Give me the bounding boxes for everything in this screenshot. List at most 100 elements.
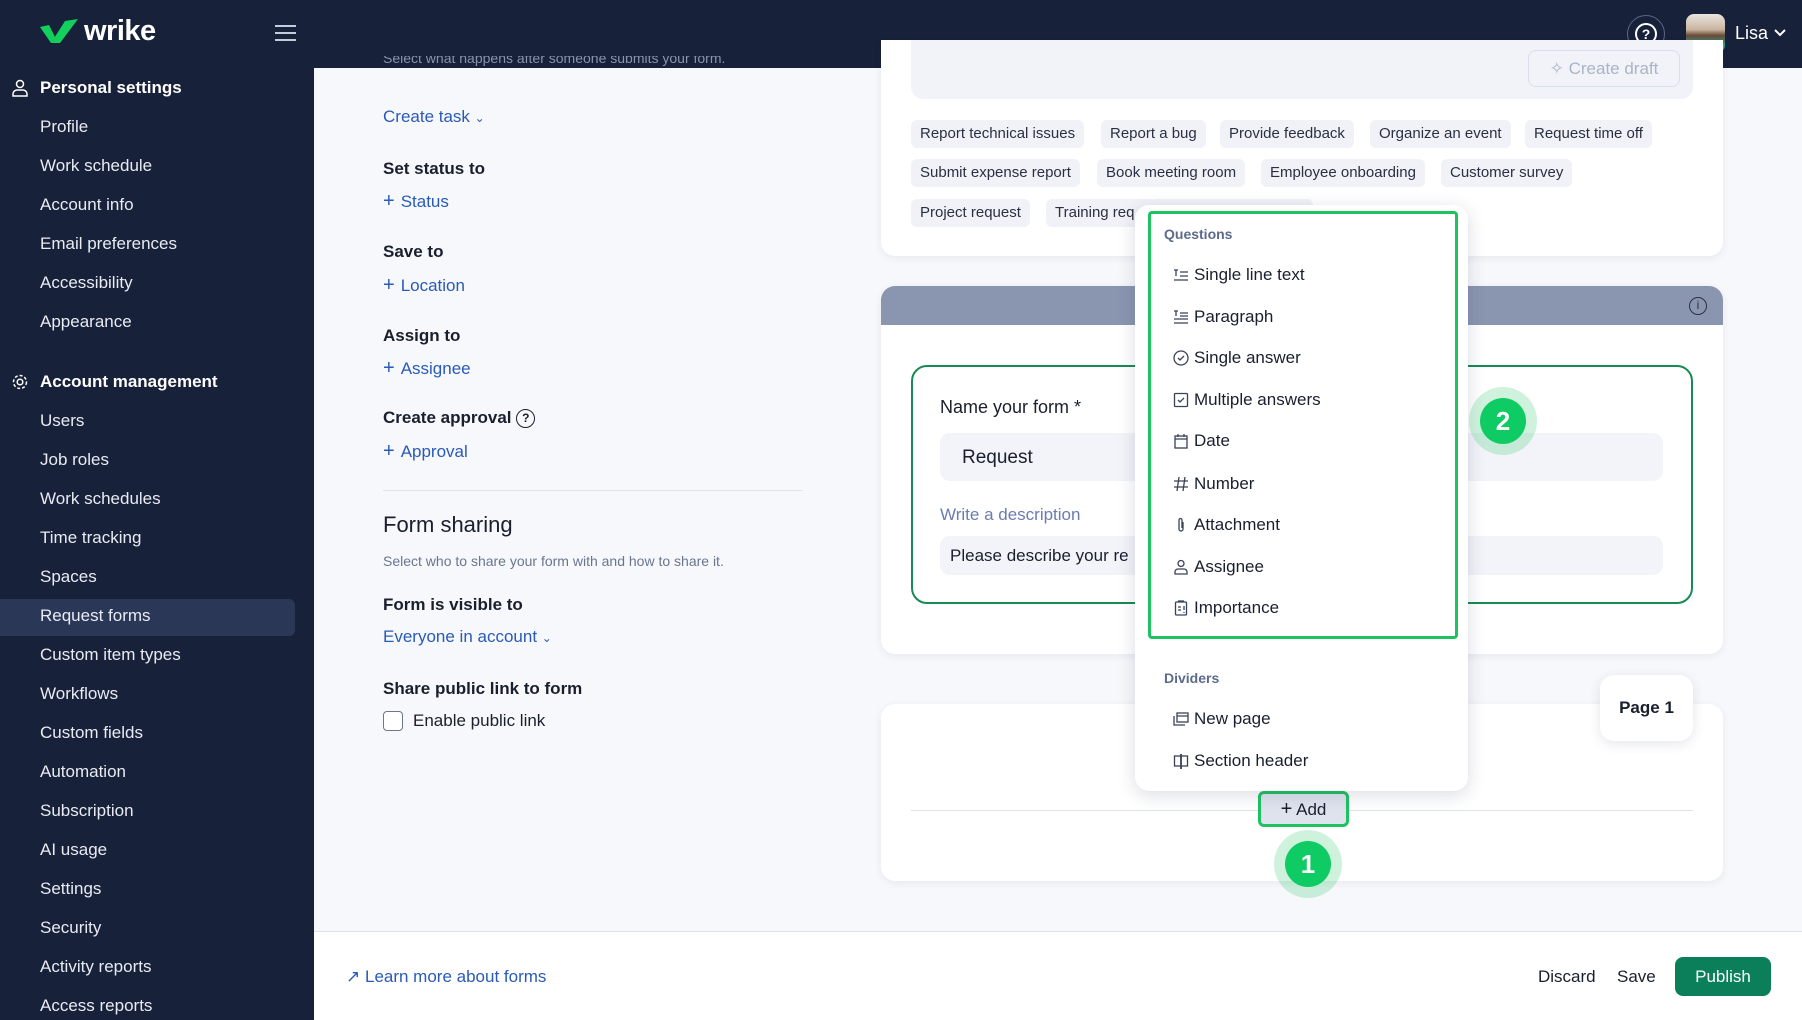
sidebar-item-request-forms[interactable]: Request forms — [40, 606, 151, 625]
publish-button[interactable]: Publish — [1675, 957, 1771, 996]
sidebar-item-job-roles[interactable]: Job roles — [40, 450, 109, 469]
page-badge[interactable]: Page 1 — [1600, 675, 1693, 741]
assign-to-label: Assign to — [383, 326, 461, 345]
user-name[interactable]: Lisa — [1735, 23, 1769, 43]
checkbox-icon — [1173, 392, 1189, 408]
wrike-logo[interactable]: wrike — [40, 14, 156, 47]
add-field-dropdown: Questions Single line text Paragraph Sin… — [1135, 205, 1468, 791]
external-link-icon: ↗ — [346, 967, 361, 986]
save-button[interactable]: Save — [1617, 967, 1656, 986]
menu-item-multiple-answers[interactable]: Multiple answers — [1173, 390, 1321, 410]
sidebar-item-accessibility[interactable]: Accessibility — [40, 273, 133, 292]
menu-item-importance[interactable]: Importance — [1174, 598, 1279, 618]
discard-button[interactable]: Discard — [1538, 967, 1596, 986]
brand-name: wrike — [84, 14, 156, 47]
menu-item-number[interactable]: Number — [1174, 474, 1254, 494]
plus-icon: + — [383, 190, 395, 212]
add-approval-link[interactable]: + Approval — [383, 440, 468, 462]
gear-icon — [12, 374, 28, 390]
learn-more-link[interactable]: ↗ Learn more about forms — [346, 967, 547, 986]
sidebar-section-account: Account management — [12, 372, 218, 392]
sidebar-item-workflows[interactable]: Workflows — [40, 684, 119, 703]
enable-public-link-checkbox[interactable]: Enable public link — [383, 711, 545, 731]
template-chip[interactable]: Report a bug — [1101, 120, 1206, 148]
sidebar-item-automation[interactable]: Automation — [40, 762, 126, 781]
wrike-check-icon — [40, 19, 78, 43]
menu-item-attachment[interactable]: Attachment — [1178, 515, 1280, 535]
create-draft-button[interactable]: ✧ Create draft — [1528, 50, 1680, 87]
menu-icon[interactable] — [275, 25, 296, 41]
sidebar-section-title: Account management — [40, 372, 218, 391]
chevron-down-icon[interactable] — [1774, 29, 1786, 37]
menu-item-single-line-text[interactable]: Single line text — [1174, 265, 1305, 285]
sidebar-item-custom-item-types[interactable]: Custom item types — [40, 645, 181, 664]
action-select[interactable]: Create task ⌄ — [383, 107, 485, 126]
sidebar-item-work-schedules[interactable]: Work schedules — [40, 489, 161, 508]
person-icon — [1174, 559, 1188, 575]
template-chip[interactable]: Report technical issues — [911, 120, 1085, 148]
chevron-down-icon: ⌄ — [474, 111, 485, 125]
template-chip[interactable]: Project request — [911, 199, 1030, 227]
calendar-icon — [1174, 434, 1188, 449]
add-button[interactable]: + Add — [1258, 791, 1349, 827]
sidebar-item-work-schedule[interactable]: Work schedule — [40, 156, 153, 175]
menu-item-assignee[interactable]: Assignee — [1174, 557, 1264, 577]
paragraph-icon — [1174, 310, 1188, 324]
template-chip[interactable]: Book meeting room — [1097, 159, 1246, 187]
sidebar-section-title: Personal settings — [40, 78, 182, 97]
sidebar-item-profile[interactable]: Profile — [40, 117, 89, 136]
visibility-select[interactable]: Everyone in account ⌄ — [383, 627, 552, 646]
menu-item-date[interactable]: Date — [1174, 431, 1230, 451]
sidebar-item-email-preferences[interactable]: Email preferences — [40, 234, 178, 253]
questions-highlight — [1148, 211, 1458, 639]
importance-icon — [1174, 600, 1188, 616]
plus-icon: + — [383, 357, 395, 379]
sidebar-item-users[interactable]: Users — [40, 411, 85, 430]
status-label: Set status to — [383, 159, 486, 178]
sidebar-item-access-reports[interactable]: Access reports — [40, 996, 153, 1015]
sidebar-item-settings[interactable]: Settings — [40, 879, 102, 898]
template-chip[interactable]: Submit expense report — [911, 159, 1080, 187]
sidebar-item-ai-usage[interactable]: AI usage — [40, 840, 108, 859]
public-link-label: Share public link to form — [383, 679, 583, 698]
sidebar-item-custom-fields[interactable]: Custom fields — [40, 723, 143, 742]
hash-icon — [1174, 476, 1188, 492]
paperclip-icon — [1178, 517, 1184, 532]
sidebar-item-time-tracking[interactable]: Time tracking — [40, 528, 142, 547]
step-badge-2: 2 — [1469, 387, 1537, 455]
template-chip[interactable]: Organize an event — [1370, 120, 1511, 148]
divider — [383, 490, 803, 491]
plus-icon: + — [383, 274, 395, 296]
sidebar-item-spaces[interactable]: Spaces — [40, 567, 97, 586]
sidebar-item-subscription[interactable]: Subscription — [40, 801, 134, 820]
template-chip[interactable]: Provide feedback — [1220, 120, 1354, 148]
sidebar-section-personal: Personal settings — [12, 78, 182, 98]
sidebar-item-activity-reports[interactable]: Activity reports — [40, 957, 152, 976]
template-chip[interactable]: Request time off — [1525, 120, 1652, 148]
radio-check-icon — [1173, 350, 1189, 366]
add-location-link[interactable]: + Location — [383, 274, 465, 296]
menu-item-paragraph[interactable]: Paragraph — [1174, 307, 1273, 327]
menu-item-single-answer[interactable]: Single answer — [1173, 348, 1301, 368]
new-page-icon — [1173, 712, 1189, 726]
info-icon[interactable]: i — [1689, 297, 1707, 315]
menu-item-new-page[interactable]: New page — [1173, 709, 1271, 729]
dividers-section-title: Dividers — [1164, 670, 1220, 686]
help-icon[interactable]: ? — [516, 409, 536, 429]
sidebar-item-security[interactable]: Security — [40, 918, 102, 937]
sidebar-active-highlight — [0, 599, 295, 636]
form-name-label: Name your form * — [940, 397, 1082, 417]
menu-item-section-header[interactable]: Section header — [1173, 751, 1308, 771]
ai-prompt-box: ✧ Create draft — [911, 40, 1693, 99]
single-line-text-icon — [1174, 269, 1188, 281]
truncated-subtitle: Select what happens after someone submit… — [383, 56, 726, 66]
add-status-link[interactable]: + Status — [383, 190, 449, 212]
sidebar: Personal settings Profile Work schedule … — [0, 68, 314, 1020]
plus-icon: + — [1280, 798, 1293, 820]
sidebar-item-appearance[interactable]: Appearance — [40, 312, 132, 331]
add-assignee-link[interactable]: + Assignee — [383, 357, 471, 379]
template-chip[interactable]: Employee onboarding — [1261, 159, 1425, 187]
checkbox[interactable] — [383, 711, 403, 731]
template-chip[interactable]: Customer survey — [1441, 159, 1573, 187]
sidebar-item-account-info[interactable]: Account info — [40, 195, 134, 214]
